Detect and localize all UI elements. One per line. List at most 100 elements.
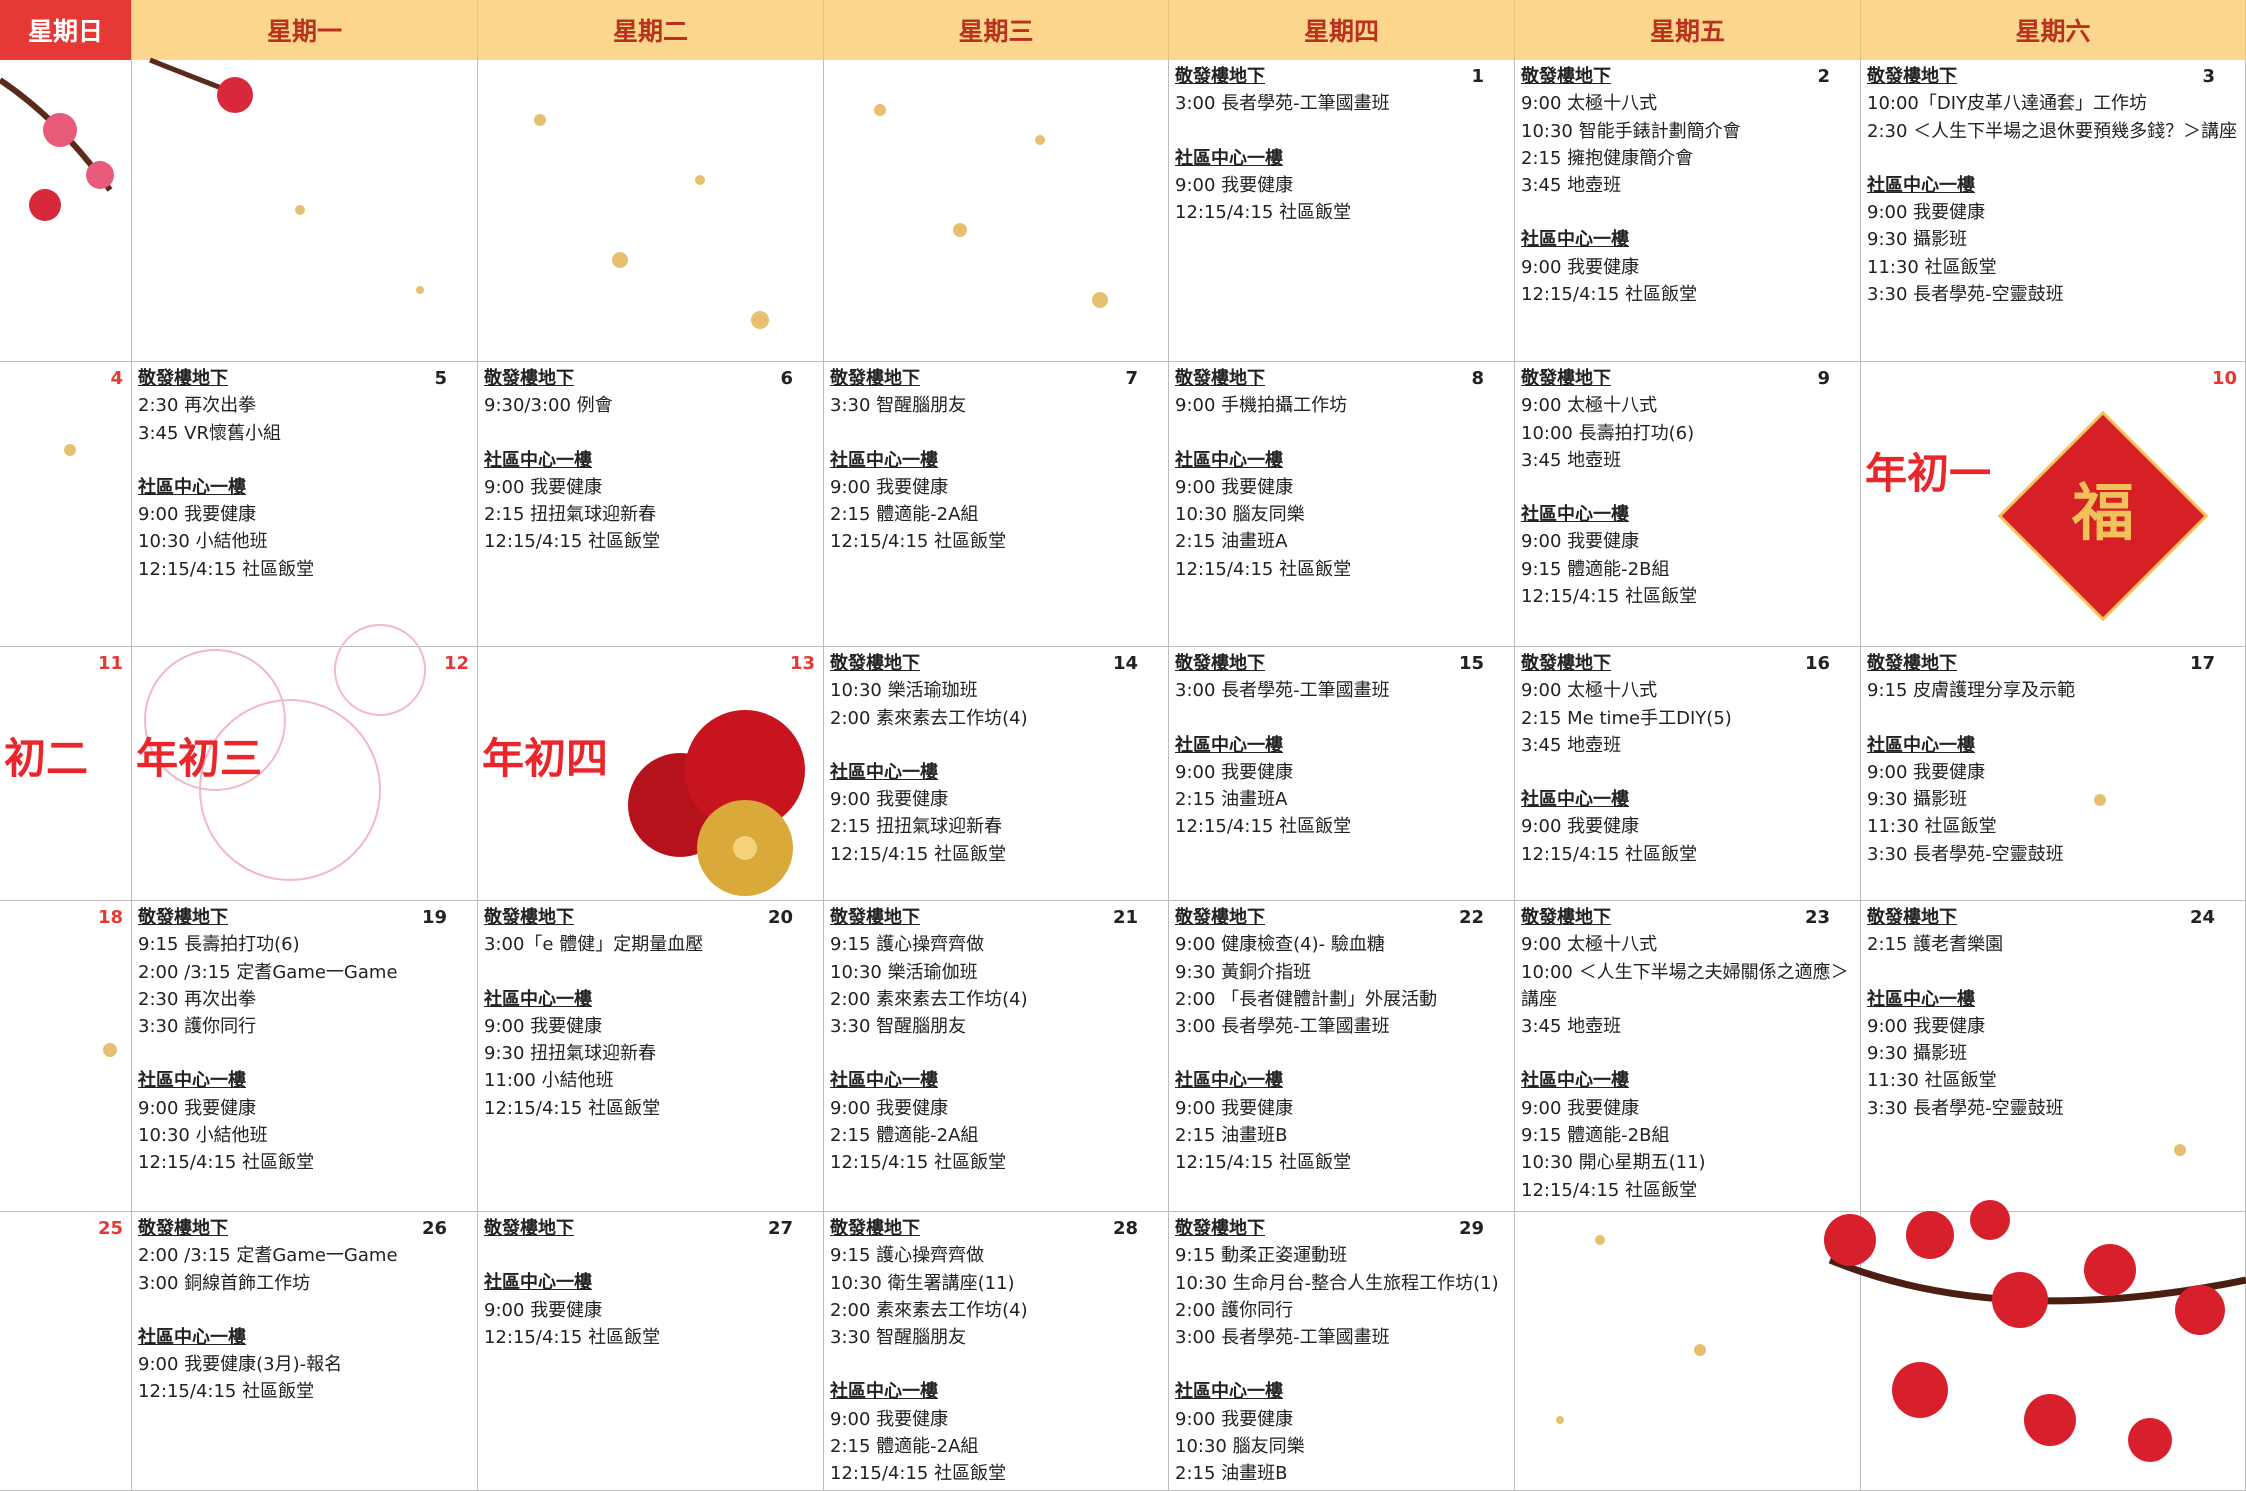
activity-item: 10:00「DIY皮革八達通套」工作坊 [1867, 90, 2239, 117]
activity-item: 3:00 銅線首飾工作坊 [138, 1270, 471, 1297]
venue-heading: 社區中心一樓 [830, 447, 1162, 474]
activity-item: 10:30 腦友同樂 [1175, 1433, 1508, 1460]
venue-heading: 社區中心一樓 [1521, 501, 1854, 528]
activity-item: 9:00 我要健康 [484, 1297, 817, 1324]
venue-heading: 社區中心一樓 [1175, 732, 1508, 759]
venue-heading: 社區中心一樓 [1521, 226, 1854, 253]
venue-section: 社區中心一樓9:00 我要健康2:15 體適能-2A組12:15/4:15 社區… [830, 447, 1162, 556]
day-cell [132, 60, 478, 362]
venue-section: 社區中心一樓9:00 我要健康2:15 扭扭氣球迎新春12:15/4:15 社區… [484, 447, 817, 556]
activity-item: 3:30 護你同行 [138, 1013, 471, 1040]
activity-item: 3:30 智醒腦朋友 [830, 1324, 1162, 1351]
venue-section: 社區中心一樓9:00 我要健康9:30 攝影班11:30 社區飯堂3:30 長者… [1867, 732, 2239, 868]
activity-item: 9:00 我要健康 [138, 501, 471, 528]
activity-item: 9:00 健康檢查(4)- 驗血糖 [1175, 931, 1508, 958]
activity-item: 2:30 ＜人生下半場之退休要預幾多錢？＞講座 [1867, 118, 2239, 145]
activity-item: 9:15 體適能-2B組 [1521, 1122, 1854, 1149]
weekday-header: 星期二 [478, 0, 824, 60]
activity-item: 12:15/4:15 社區飯堂 [830, 1460, 1162, 1487]
date-number: 21 [1113, 904, 1138, 931]
activity-item: 9:00 我要健康 [1867, 1013, 2239, 1040]
activity-item: 2:00 /3:15 定耆Game一Game [138, 1242, 471, 1269]
activity-item: 3:30 智醒腦朋友 [830, 392, 1162, 419]
activity-item: 12:15/4:15 社區飯堂 [1175, 1149, 1508, 1176]
activity-item: 10:30 樂活瑜珈班 [830, 677, 1162, 704]
venue-section: 社區中心一樓9:00 我要健康9:15 體適能-2B組12:15/4:15 社區… [1521, 501, 1854, 610]
activity-item: 11:00 小結他班 [484, 1067, 817, 1094]
date-number: 10 [2212, 365, 2237, 392]
venue-heading: 社區中心一樓 [1521, 786, 1854, 813]
activity-item: 12:15/4:15 社區飯堂 [138, 1378, 471, 1405]
date-number: 9 [1817, 365, 1830, 392]
venue-heading: 社區中心一樓 [1867, 986, 2239, 1013]
venue-section: 敬發樓地下10:00「DIY皮革八達通套」工作坊2:30 ＜人生下半場之退休要預… [1867, 63, 2239, 145]
activity-item: 9:30 扭扭氣球迎新春 [484, 1040, 817, 1067]
weekday-header: 星期六 [1861, 0, 2246, 60]
activity-item: 10:30 開心星期五(11) [1521, 1149, 1854, 1176]
venue-section: 社區中心一樓9:00 我要健康10:30 小結他班12:15/4:15 社區飯堂 [138, 1067, 471, 1176]
activity-item: 12:15/4:15 社區飯堂 [138, 556, 471, 583]
venue-heading: 社區中心一樓 [830, 1378, 1162, 1405]
venue-section: 社區中心一樓9:00 我要健康10:30 腦友同樂2:15 油畫班B12:15/… [1175, 1378, 1508, 1491]
activity-item: 2:15 體適能-2A組 [830, 1122, 1162, 1149]
activity-item: 2:15 油畫班B [1175, 1460, 1508, 1487]
weekday-header: 星期五 [1515, 0, 1861, 60]
date-number: 15 [1459, 650, 1484, 677]
activity-item: 2:00 護你同行 [1175, 1297, 1508, 1324]
day-cell: 11初二 [0, 647, 132, 901]
activity-item: 9:00 太極十八式 [1521, 931, 1854, 958]
activity-item: 12:15/4:15 社區飯堂 [1521, 1177, 1854, 1204]
activity-item: 2:15 體適能-2A組 [830, 501, 1162, 528]
activity-item: 2:00 素來素去工作坊(4) [830, 705, 1162, 732]
activity-item: 2:00 素來素去工作坊(4) [830, 1297, 1162, 1324]
activity-item: 10:30 衛生署講座(11) [830, 1270, 1162, 1297]
activity-item: 9:00 我要健康 [1521, 1095, 1854, 1122]
activity-item: 2:00 /3:15 定耆Game一Game [138, 959, 471, 986]
date-number: 27 [768, 1215, 793, 1242]
venue-heading: 社區中心一樓 [830, 1067, 1162, 1094]
day-cell: 27敬發樓地下社區中心一樓9:00 我要健康12:15/4:15 社區飯堂 [478, 1212, 824, 1491]
weekday-header: 星期一 [132, 0, 478, 60]
day-cell: 22敬發樓地下9:00 健康檢查(4)- 驗血糖9:30 黃銅介指班2:00 「… [1169, 901, 1515, 1212]
activity-item: 9:00 我要健康(3月)-報名 [138, 1351, 471, 1378]
venue-heading: 敬發樓地下 [1175, 365, 1508, 392]
activity-item: 2:15 油畫班B [1175, 1122, 1508, 1149]
activity-item: 9:30 攝影班 [1867, 226, 2239, 253]
date-number: 6 [780, 365, 793, 392]
venue-heading: 社區中心一樓 [1175, 447, 1508, 474]
day-cell [824, 60, 1169, 362]
date-number: 26 [422, 1215, 447, 1242]
venue-section: 社區中心一樓9:00 我要健康12:15/4:15 社區飯堂 [1521, 786, 1854, 868]
activity-item: 12:15/4:15 社區飯堂 [1175, 556, 1508, 583]
activity-item: 3:30 長者學苑-空靈鼓班 [1867, 841, 2239, 868]
activity-item: 3:30 智醒腦朋友 [830, 1013, 1162, 1040]
activity-item: 12:15/4:15 社區飯堂 [484, 528, 817, 555]
activity-item: 9:15 體適能-2B組 [1521, 556, 1854, 583]
activity-item: 9:00 我要健康 [1175, 1095, 1508, 1122]
activity-item: 12:15/4:15 社區飯堂 [1521, 583, 1854, 610]
activity-item: 10:30 腦友同樂 [1175, 501, 1508, 528]
date-number: 22 [1459, 904, 1484, 931]
holiday-label: 年初三 [136, 745, 262, 772]
venue-heading: 敬發樓地下 [1867, 904, 2239, 931]
activity-item: 3:45 地壺班 [1521, 172, 1854, 199]
activity-item: 3:30 長者學苑-空靈鼓班 [1867, 281, 2239, 308]
activity-item: 9:15 長壽拍打功(6) [138, 931, 471, 958]
date-number: 17 [2190, 650, 2215, 677]
day-cell: 15敬發樓地下3:00 長者學苑-工筆國畫班社區中心一樓9:00 我要健康2:1… [1169, 647, 1515, 901]
venue-heading: 社區中心一樓 [138, 474, 471, 501]
date-number: 24 [2190, 904, 2215, 931]
